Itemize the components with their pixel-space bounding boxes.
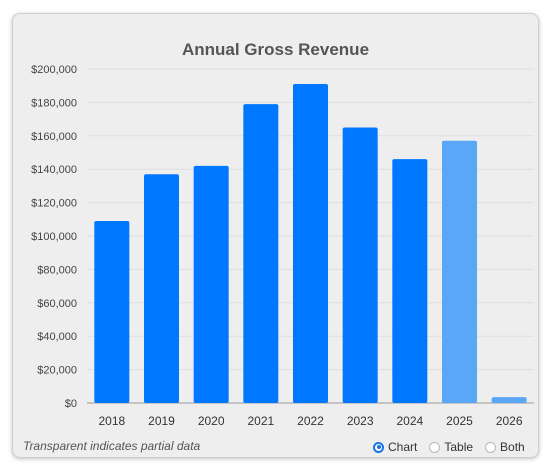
x-tick-label: 2018 [98,414,125,428]
view-mode-radio-group: Chart Table Both [373,440,525,454]
bar [94,220,130,403]
y-tick-label: $100,000 [31,231,77,243]
y-tick-label: $60,000 [37,298,77,310]
view-option-chart[interactable]: Chart [373,440,417,454]
view-option-both[interactable]: Both [485,440,525,454]
y-tick-label: $0 [65,398,77,410]
chart-title: Annual Gross Revenue [181,40,370,59]
x-tick-label: 2019 [148,414,175,428]
view-option-both-label: Both [500,440,525,454]
bar [144,174,179,403]
x-tick-label: 2021 [247,414,274,428]
y-tick-label: $180,000 [31,97,77,109]
partial-data-note: Transparent indicates partial data [23,439,201,453]
view-option-table[interactable]: Table [429,440,473,454]
bar [193,165,229,403]
radio-table[interactable] [429,441,441,453]
y-tick-label: $40,000 [37,331,77,343]
view-option-chart-label: Chart [388,440,418,454]
radio-both[interactable] [485,441,497,453]
y-tick-label: $160,000 [31,131,77,143]
y-tick-label: $20,000 [37,365,77,377]
bar [243,104,279,403]
bar [491,397,527,403]
x-tick-label: 2024 [396,414,423,428]
bar [392,159,428,403]
y-tick-label: $80,000 [37,264,77,276]
y-tick-label: $200,000 [31,64,77,76]
x-tick-label: 2023 [347,414,374,428]
x-tick-label: 2025 [446,414,473,428]
view-option-table-label: Table [444,440,474,454]
x-tick-label: 2020 [198,414,225,428]
x-tick-label: 2022 [297,414,324,428]
bar [293,84,328,403]
radio-chart[interactable] [373,441,384,453]
bar [442,140,477,403]
y-tick-label: $120,000 [31,198,77,210]
bar [342,127,378,403]
y-tick-label: $140,000 [31,164,77,176]
chart-card: Annual Gross Revenue $200,000 $180,000 $16… [12,13,539,458]
x-tick-label: 2026 [496,414,523,428]
bar-chart: $200,000 $180,000 $160,000 $140,000 $120,000… [31,64,534,428]
